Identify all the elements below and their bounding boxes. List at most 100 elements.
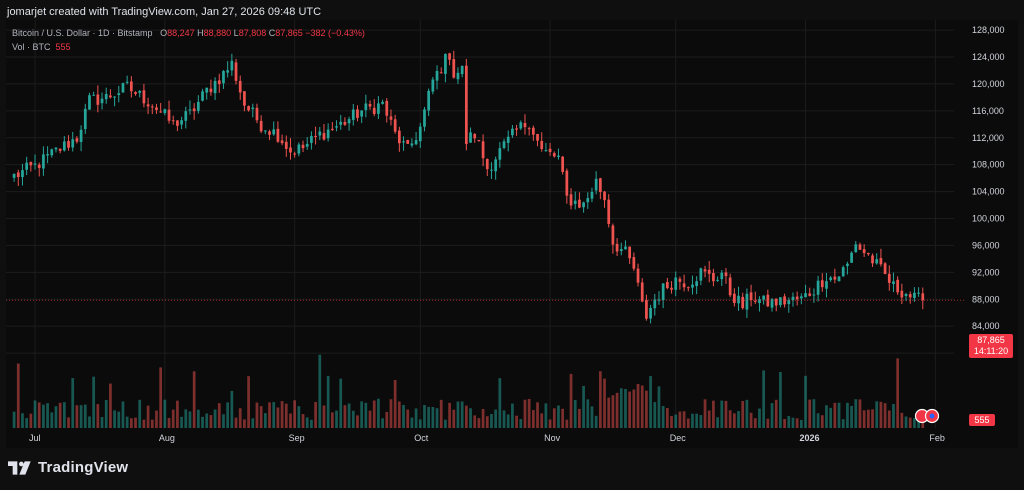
volume-bar — [523, 399, 527, 428]
event-flag-icon[interactable] — [914, 408, 948, 424]
volume-bar — [846, 402, 849, 428]
candle-body — [155, 107, 158, 110]
candle-body — [159, 111, 163, 113]
candle-body — [799, 296, 803, 299]
volume-bar — [758, 408, 761, 428]
volume-bar — [205, 413, 209, 428]
volume-bar — [515, 415, 518, 428]
volume-bar — [686, 418, 690, 428]
volume-bar — [238, 408, 242, 428]
volume-bar — [364, 402, 368, 428]
volume-bar — [247, 376, 250, 428]
event-flag-icon-c — [929, 413, 935, 419]
candle-body — [590, 191, 594, 199]
candle-body — [410, 143, 414, 146]
volume-bar — [230, 390, 234, 428]
candle-body — [88, 95, 91, 110]
volume-bar — [423, 404, 426, 428]
candle-body — [917, 292, 920, 294]
volume-bar — [16, 363, 20, 428]
volume-bar — [326, 375, 330, 428]
candle-body — [921, 293, 925, 301]
candle-body — [184, 111, 188, 121]
volume-bar — [887, 410, 891, 428]
volume-bar — [833, 402, 837, 428]
candle-body — [259, 120, 263, 132]
price-badge: 87,865 14:11:20 — [969, 334, 1013, 358]
candle-body — [21, 170, 24, 178]
volume-bar — [565, 419, 569, 428]
volume-bar — [21, 413, 24, 428]
volume-bar — [548, 419, 552, 428]
volume-bar — [448, 402, 451, 428]
volume-bar — [163, 399, 167, 428]
time-tick-label: 2026 — [800, 433, 820, 443]
candle-body — [745, 293, 749, 310]
volume-label[interactable]: Vol · BTC — [12, 42, 51, 52]
candle-body — [774, 298, 778, 306]
candle-body — [573, 200, 577, 204]
volume-bar — [594, 415, 598, 428]
volume-bar — [444, 419, 447, 428]
candle-body — [887, 273, 891, 283]
high-label: H — [197, 28, 204, 38]
candle-body — [900, 290, 904, 298]
volume-bar — [297, 406, 301, 428]
volume-bar — [879, 401, 883, 428]
candle-body — [678, 278, 682, 282]
volume-bar — [670, 416, 673, 428]
candle-body — [121, 83, 125, 93]
volume-bar — [703, 399, 707, 428]
candle-body — [243, 91, 246, 106]
candle-body — [205, 87, 209, 93]
candle-body — [100, 98, 104, 104]
candle-body — [779, 297, 782, 306]
volume-bar — [808, 399, 812, 428]
candle-body — [712, 272, 715, 282]
volume-bar — [804, 375, 807, 428]
candle-body — [180, 120, 183, 125]
volume-bar — [494, 409, 498, 428]
volume-bar — [88, 416, 91, 428]
volume-bar — [582, 385, 585, 428]
volume-bar — [385, 411, 389, 428]
volume-bar — [544, 403, 548, 428]
volume-bar — [377, 398, 380, 428]
volume-bar — [611, 395, 615, 428]
candle-body — [498, 148, 502, 160]
candle-body — [875, 259, 879, 264]
candle-body — [360, 110, 364, 117]
close-label: C — [268, 28, 276, 38]
symbol-label[interactable]: Bitcoin / U.S. Dollar · 1D · Bitstamp — [12, 28, 153, 38]
volume-bar — [339, 378, 343, 428]
candle-body — [804, 293, 807, 298]
candle-body — [305, 143, 309, 147]
candle-body — [837, 276, 841, 282]
candle-body — [247, 106, 250, 111]
volume-bar — [829, 407, 833, 428]
price-tick-label: 92,000 — [972, 267, 1000, 277]
candle-body — [753, 300, 757, 302]
chart-panel[interactable]: 128,000 124,000 120,000 116,000 112,000 108,0… — [6, 20, 1018, 448]
volume-bar — [460, 401, 464, 428]
candle-body — [473, 134, 477, 139]
volume-bar — [695, 413, 699, 428]
candle-body — [418, 126, 422, 142]
volume-bar — [263, 413, 267, 428]
volume-bar — [314, 402, 317, 428]
candlestick-chart[interactable]: 128,000 124,000 120,000 116,000 112,000 108,0… — [6, 20, 1018, 448]
volume-bar — [506, 414, 510, 428]
candle-body — [25, 162, 29, 170]
candle-body — [607, 199, 611, 224]
candle-body — [330, 128, 334, 130]
volume-bar — [850, 405, 853, 428]
candle-body — [42, 154, 45, 169]
volume-bar — [289, 413, 292, 428]
candle-body — [762, 295, 766, 300]
candle-body — [502, 141, 506, 148]
candle-body — [150, 106, 154, 108]
price-tick-label: 96,000 — [972, 240, 1000, 250]
candle-body — [280, 140, 284, 144]
volume-bar — [603, 378, 606, 428]
price-tick-label: 88,000 — [972, 294, 1000, 304]
